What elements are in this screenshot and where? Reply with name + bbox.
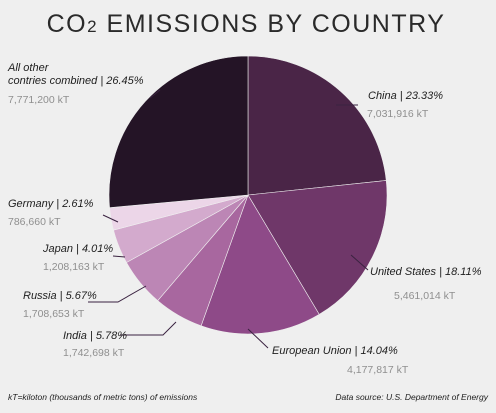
amount-germany: 786,660 kT (8, 216, 61, 228)
amount-russia: 1,708,653 kT (23, 308, 85, 320)
label-european-union: European Union | 14.04% (272, 345, 398, 357)
amount-united-states: 5,461,014 kT (394, 290, 456, 302)
label-china: China | 23.33% (368, 90, 443, 102)
leader-germany (102, 214, 119, 223)
amount-japan: 1,208,163 kT (43, 261, 105, 273)
label-india: India | 5.78% (63, 330, 127, 342)
leader-european-union (247, 328, 269, 349)
footnote: kT=kiloton (thousands of metric tons) of… (8, 392, 198, 402)
amount-india: 1,742,698 kT (63, 347, 125, 359)
pie-slices (108, 55, 388, 335)
amount-china: 7,031,916 kT (367, 108, 429, 120)
label-japan: Japan | 4.01% (42, 243, 113, 255)
data-source: Data source: U.S. Department of Energy (335, 392, 488, 402)
amount-all-other: 7,771,200 kT (8, 94, 70, 106)
label-all-other-line2: contries combined | 26.45% (8, 75, 144, 87)
label-russia: Russia | 5.67% (23, 290, 97, 302)
pie-slice-7 (108, 55, 249, 208)
leader-all-other (149, 89, 161, 99)
label-united-states: United States | 18.11% (370, 266, 482, 278)
leader-india (120, 321, 177, 336)
leader-russia (88, 285, 147, 303)
pie-slice-1 (247, 180, 388, 315)
amount-european-union: 4,177,817 kT (347, 364, 409, 376)
label-germany: Germany | 2.61% (8, 198, 94, 210)
pie-slice-0 (247, 55, 387, 196)
chart-title: CO2 EMISSIONS BY COUNTRY (47, 10, 446, 38)
leader-united-states (350, 254, 369, 271)
leader-japan (112, 255, 126, 258)
label-all-other-line1: All other (7, 62, 50, 74)
pie-slice-2 (200, 194, 320, 335)
